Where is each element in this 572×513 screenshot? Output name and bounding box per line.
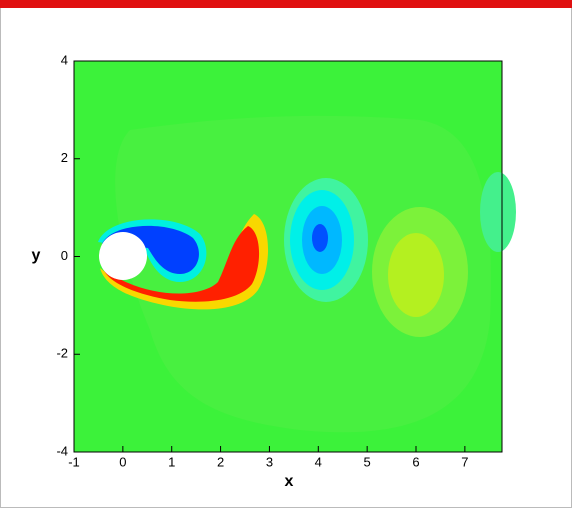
- x-tick-label: 0: [119, 454, 126, 469]
- level: [312, 224, 328, 252]
- x-tick-label: 4: [315, 454, 322, 469]
- x-tick-label: 5: [364, 454, 371, 469]
- y-tick-label: 2: [61, 150, 68, 165]
- contour-field: [74, 61, 516, 452]
- x-tick-label: 1: [168, 454, 175, 469]
- x-tick-label: 7: [461, 454, 468, 469]
- y-tick-label: 0: [61, 248, 68, 263]
- x-tick-label: 6: [412, 454, 419, 469]
- y-tick-label: 4: [61, 52, 68, 67]
- x-tick-label: 2: [217, 454, 224, 469]
- level: [480, 172, 516, 252]
- cylinder: [99, 232, 147, 280]
- level: [388, 233, 444, 317]
- x-tick-label: -1: [68, 454, 80, 469]
- x-tick-label: 3: [266, 454, 273, 469]
- y-tick-label: -4: [56, 443, 68, 458]
- title-bar: [0, 0, 572, 8]
- x-axis-title: x: [285, 473, 294, 490]
- y-axis-title: y: [32, 247, 41, 264]
- y-tick-label: -2: [56, 346, 68, 361]
- level: [103, 226, 260, 302]
